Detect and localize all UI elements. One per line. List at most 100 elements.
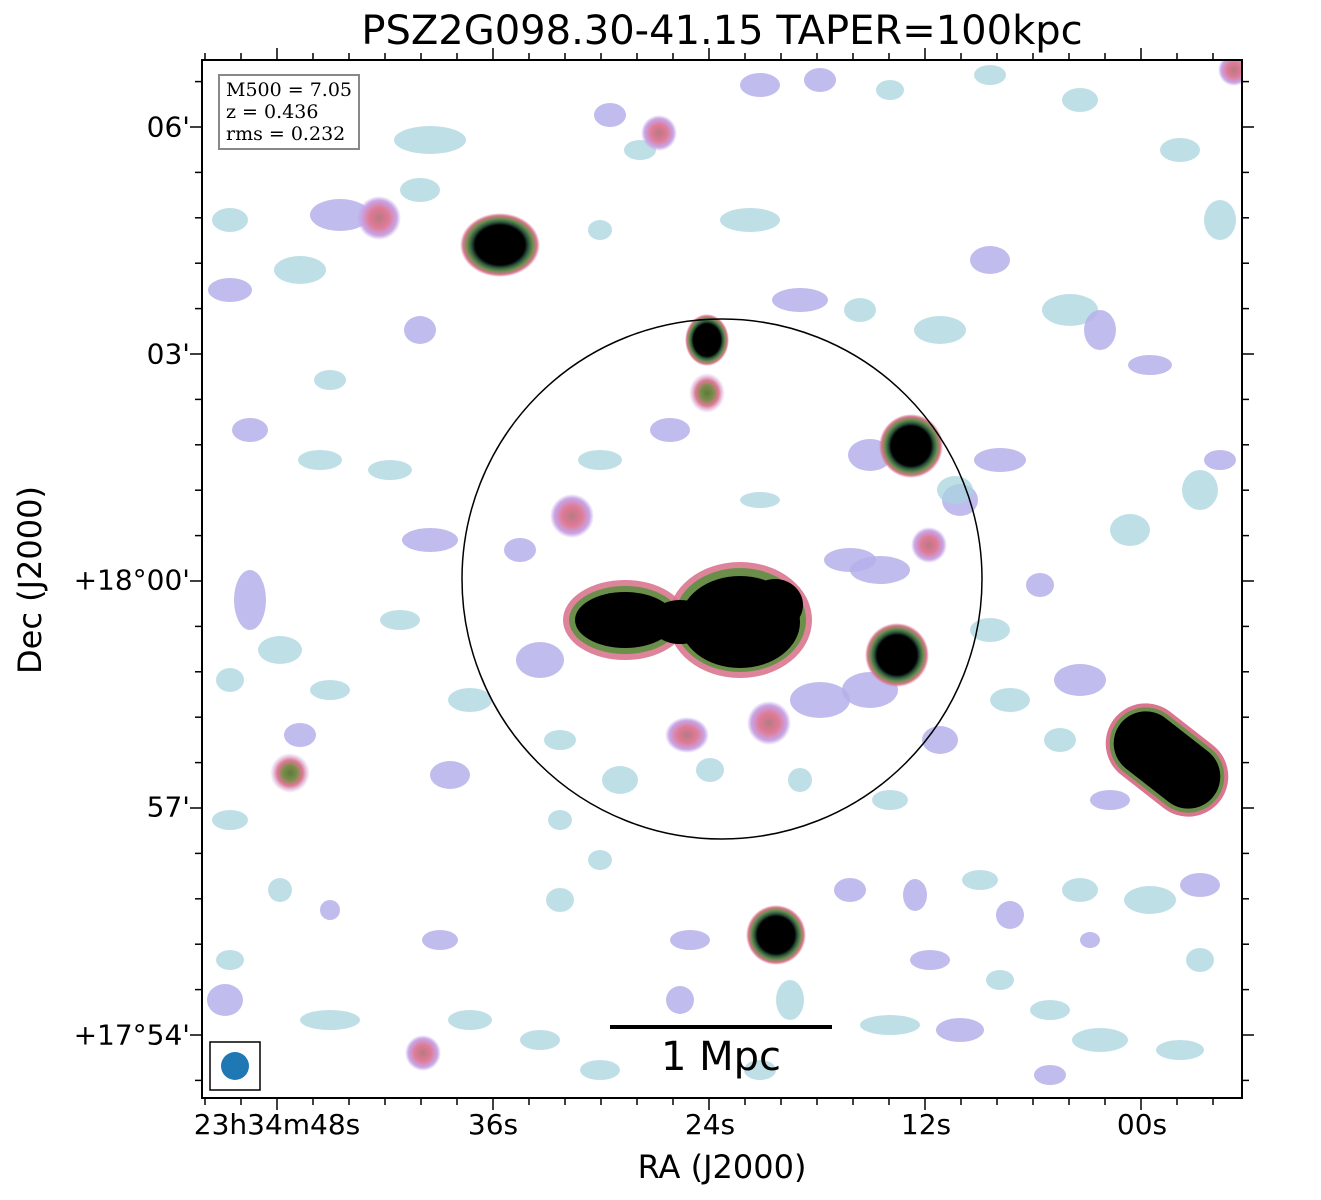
noise-blob <box>234 570 266 630</box>
noise-blob <box>1160 138 1200 162</box>
noise-blob <box>404 316 436 344</box>
noise-blob <box>1204 200 1236 240</box>
y-tick-label: 06' <box>146 110 190 144</box>
axis-ticks <box>190 48 1254 1110</box>
noise-blob <box>368 460 412 480</box>
image-title: PSZ2G098.30-41.15 TAPER=100kpc <box>361 8 1083 54</box>
noise-blobs <box>207 65 1236 1085</box>
bright-source <box>685 314 729 366</box>
noise-blob <box>876 80 904 100</box>
x-tick-label: 24s <box>684 1108 736 1141</box>
y-tick-label: 03' <box>146 337 190 371</box>
noise-blob <box>740 492 780 508</box>
noise-blob <box>790 682 850 718</box>
y-tick-label: 57' <box>146 790 190 824</box>
noise-blob <box>974 65 1006 85</box>
noise-blob <box>212 810 248 830</box>
noise-blob <box>1062 88 1098 112</box>
noise-blob <box>788 768 812 792</box>
noise-blob <box>1124 886 1176 914</box>
noise-blob <box>974 448 1026 472</box>
bright-source <box>879 414 943 478</box>
x-tick-label: 36s <box>467 1108 519 1141</box>
noise-blob <box>430 761 470 789</box>
noise-blob <box>872 790 908 810</box>
redshift-value: z = 0.436 <box>226 101 319 123</box>
noise-blob <box>594 103 626 127</box>
noise-blob <box>422 930 458 950</box>
noise-blob <box>520 1030 560 1050</box>
noise-blob <box>844 298 876 322</box>
noise-blob <box>804 68 836 92</box>
faint-source <box>270 753 310 793</box>
beam-ellipse <box>221 1052 249 1080</box>
noise-blob <box>1042 294 1098 326</box>
rms-value: rms = 0.232 <box>226 123 346 145</box>
noise-blob <box>937 476 973 504</box>
r500-circle <box>461 318 983 840</box>
noise-blob <box>300 1010 360 1030</box>
noise-blob <box>588 220 612 240</box>
info-box: M500 = 7.05 z = 0.436 rms = 0.232 <box>218 74 361 150</box>
mass-value: M500 = 7.05 <box>226 79 353 101</box>
noise-blob <box>268 878 292 902</box>
emission-layer <box>207 60 1242 1085</box>
noise-blob <box>720 208 780 232</box>
y-tick-label: +18°00' <box>73 563 190 597</box>
noise-blob <box>516 642 564 678</box>
y-axis-label-text: Dec (J2000) <box>11 486 49 674</box>
noise-blob <box>1156 1040 1204 1060</box>
noise-blob <box>936 1018 984 1042</box>
noise-blob <box>546 888 574 912</box>
noise-blob <box>402 528 458 552</box>
central-extended-source <box>563 562 812 678</box>
noise-blob <box>776 980 804 1020</box>
noise-blob <box>310 199 370 231</box>
faint-source <box>689 373 725 413</box>
noise-blob <box>274 256 326 284</box>
noise-blob <box>216 668 244 692</box>
noise-blob <box>1044 728 1076 752</box>
noise-blob <box>448 1010 492 1030</box>
x-tick-label: 23h34m48s <box>193 1108 361 1141</box>
noise-blob <box>580 1060 620 1080</box>
noise-blob <box>1180 873 1220 897</box>
noise-blob <box>1072 1028 1128 1052</box>
noise-blob <box>834 878 866 902</box>
plot-frame <box>201 59 1243 1099</box>
noise-blob <box>970 618 1010 642</box>
noise-blob <box>216 950 244 970</box>
noise-blob <box>232 418 268 442</box>
bright-source <box>865 623 929 687</box>
bright-source <box>460 213 540 277</box>
noise-blob <box>986 970 1014 990</box>
noise-blob <box>400 178 440 202</box>
noise-blob <box>914 316 966 344</box>
noise-blob <box>1054 664 1106 696</box>
noise-blob <box>990 688 1030 712</box>
noise-blob <box>1204 450 1236 470</box>
noise-blob <box>696 758 724 782</box>
noise-blob <box>666 986 694 1014</box>
noise-blob <box>962 870 998 890</box>
noise-blob <box>380 610 420 630</box>
noise-blob <box>320 900 340 920</box>
noise-blob <box>548 810 572 830</box>
noise-blob <box>650 418 690 442</box>
noise-blob <box>903 879 927 911</box>
noise-blob <box>1084 310 1116 350</box>
noise-blob <box>910 950 950 970</box>
noise-blob <box>284 723 316 747</box>
noise-blob <box>860 1015 920 1035</box>
scale-bar-label: 1 Mpc <box>660 1034 782 1080</box>
noise-blob <box>1080 932 1100 948</box>
y-tick-label: +17°54' <box>73 1018 190 1052</box>
noise-blob <box>1090 790 1130 810</box>
noise-blob <box>544 730 576 750</box>
noise-blob <box>744 1060 776 1080</box>
elongated-source <box>1105 703 1229 817</box>
noise-blob <box>602 766 638 794</box>
noise-blob <box>1030 1000 1070 1020</box>
bright-source <box>746 905 806 965</box>
